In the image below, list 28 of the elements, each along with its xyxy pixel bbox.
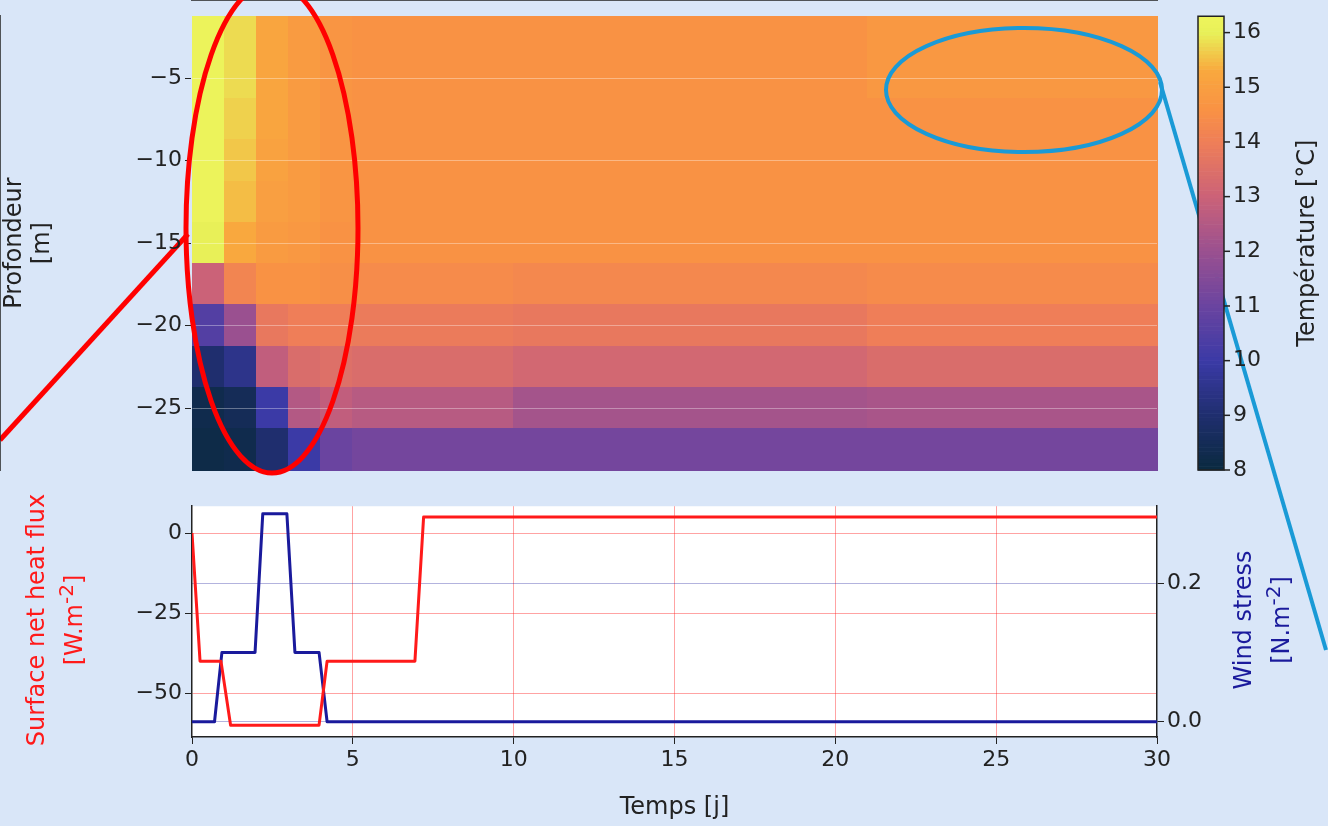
color-bar-label: 12 xyxy=(1233,237,1261,263)
y-tick-label: −5 xyxy=(149,63,182,89)
x-tick-label: 25 xyxy=(982,745,1011,771)
x-tick-label: 10 xyxy=(499,745,528,771)
y-tick-label: −15 xyxy=(135,228,182,254)
color-bar-label: 9 xyxy=(1233,401,1247,427)
color-bar-label: 8 xyxy=(1233,455,1247,481)
x-tick-label: 5 xyxy=(345,745,360,771)
y-tick-label: −25 xyxy=(135,393,182,419)
y-tick-label: −20 xyxy=(135,311,182,337)
color-bar-label: 11 xyxy=(1233,291,1261,317)
x-axis-title: Temps [j] xyxy=(618,791,730,820)
x-tick-label: 20 xyxy=(821,745,850,771)
x-tick-label: 15 xyxy=(660,745,689,771)
x-tick-label: 30 xyxy=(1143,745,1171,771)
y2-tick-label: 0.0 xyxy=(1167,707,1202,733)
color-bar-label: 13 xyxy=(1233,182,1261,208)
color-bar-label: 15 xyxy=(1233,73,1261,98)
y-tick-label: −25 xyxy=(135,598,182,624)
color-bar-label: 16 xyxy=(1233,18,1261,44)
y2-tick-label: 0.2 xyxy=(1167,568,1202,594)
color-bar-label: 14 xyxy=(1233,127,1261,153)
color-bar-title: Température [°C] xyxy=(1292,139,1321,348)
y-tick-label: 0 xyxy=(168,518,182,544)
y-tick-label: −50 xyxy=(135,678,182,704)
y-axis-title: Profondeur [m] xyxy=(0,177,56,309)
x-tick-label: 0 xyxy=(185,745,199,771)
y-tick-label: −10 xyxy=(135,146,182,172)
